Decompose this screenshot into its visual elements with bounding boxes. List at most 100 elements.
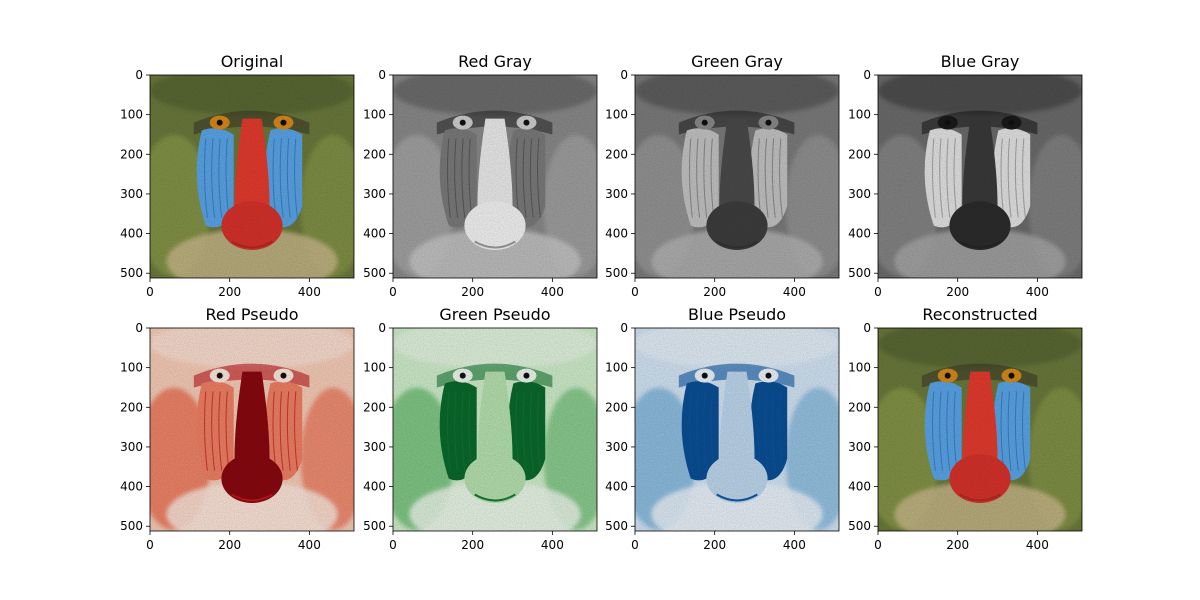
image-content (150, 328, 354, 531)
y-tick-label: 400 (363, 480, 386, 494)
x-tick-label: 400 (541, 285, 564, 299)
y-tick-label: 200 (605, 400, 628, 414)
y-tick-label: 100 (848, 361, 871, 375)
x-tick-label: 0 (389, 538, 397, 552)
x-tick-label: 200 (461, 538, 484, 552)
y-tick-label: 500 (120, 519, 143, 533)
image-content (150, 75, 354, 278)
x-tick-label: 200 (703, 538, 726, 552)
image-content (635, 75, 839, 278)
subplot-title: Red Gray (458, 52, 532, 71)
x-tick-label: 0 (146, 538, 154, 552)
y-tick-label: 300 (605, 187, 628, 201)
subplot-title: Green Gray (691, 52, 783, 71)
y-tick-label: 400 (848, 480, 871, 494)
axes-frame (634, 327, 840, 532)
y-tick-label: 300 (363, 440, 386, 454)
image-content (393, 328, 597, 531)
y-tick-label: 300 (120, 187, 143, 201)
y-tick-label: 0 (863, 68, 871, 82)
subplot-title: Blue Gray (941, 52, 1020, 71)
x-tick-label: 400 (298, 538, 321, 552)
axes-frame (149, 74, 355, 279)
y-tick-label: 400 (120, 480, 143, 494)
axes-frame (634, 74, 840, 279)
y-tick-label: 100 (605, 361, 628, 375)
y-tick-label: 0 (863, 321, 871, 335)
y-tick-label: 500 (363, 519, 386, 533)
x-tick-label: 0 (874, 285, 882, 299)
x-tick-label: 400 (783, 538, 806, 552)
x-tick-label: 200 (946, 285, 969, 299)
y-tick-label: 500 (605, 266, 628, 280)
y-tick-label: 300 (848, 187, 871, 201)
y-tick-label: 400 (120, 227, 143, 241)
axes-frame (392, 74, 598, 279)
x-tick-label: 400 (783, 285, 806, 299)
axes-frame (392, 327, 598, 532)
axes-frame (877, 74, 1083, 279)
axes-frame (877, 327, 1083, 532)
y-tick-label: 400 (848, 227, 871, 241)
y-tick-label: 100 (848, 108, 871, 122)
image-content (878, 75, 1082, 278)
x-tick-label: 200 (946, 538, 969, 552)
x-tick-label: 400 (1026, 538, 1049, 552)
y-tick-label: 500 (605, 519, 628, 533)
y-tick-label: 500 (363, 266, 386, 280)
y-tick-label: 500 (120, 266, 143, 280)
x-tick-label: 400 (298, 285, 321, 299)
x-tick-label: 200 (461, 285, 484, 299)
subplot-title: Blue Pseudo (688, 305, 786, 324)
x-tick-label: 0 (874, 538, 882, 552)
y-tick-label: 100 (363, 361, 386, 375)
y-tick-label: 200 (848, 147, 871, 161)
x-tick-label: 200 (218, 538, 241, 552)
y-tick-label: 300 (605, 440, 628, 454)
y-tick-label: 200 (363, 400, 386, 414)
y-tick-label: 500 (848, 519, 871, 533)
subplot-title: Reconstructed (922, 305, 1037, 324)
y-tick-label: 500 (848, 266, 871, 280)
y-tick-label: 100 (605, 108, 628, 122)
y-tick-label: 0 (378, 68, 386, 82)
y-tick-label: 300 (848, 440, 871, 454)
y-tick-label: 200 (848, 400, 871, 414)
y-tick-label: 200 (120, 147, 143, 161)
x-tick-label: 0 (389, 285, 397, 299)
y-tick-label: 200 (605, 147, 628, 161)
y-tick-label: 100 (363, 108, 386, 122)
y-tick-label: 400 (605, 227, 628, 241)
y-tick-label: 200 (363, 147, 386, 161)
x-tick-label: 0 (631, 285, 639, 299)
image-content (878, 328, 1082, 531)
y-tick-label: 100 (120, 361, 143, 375)
y-tick-label: 0 (620, 68, 628, 82)
axes-frame (149, 327, 355, 532)
y-tick-label: 400 (605, 480, 628, 494)
y-tick-label: 0 (620, 321, 628, 335)
y-tick-label: 300 (363, 187, 386, 201)
image-content (635, 328, 839, 531)
subplot-title: Original (221, 52, 284, 71)
subplot-title: Green Pseudo (439, 305, 550, 324)
y-tick-label: 400 (363, 227, 386, 241)
y-tick-label: 0 (378, 321, 386, 335)
subplot-title: Red Pseudo (205, 305, 298, 324)
x-tick-label: 400 (541, 538, 564, 552)
y-tick-label: 0 (135, 321, 143, 335)
x-tick-label: 0 (146, 285, 154, 299)
y-tick-label: 0 (135, 68, 143, 82)
x-tick-label: 200 (703, 285, 726, 299)
image-content (393, 75, 597, 278)
x-tick-label: 0 (631, 538, 639, 552)
